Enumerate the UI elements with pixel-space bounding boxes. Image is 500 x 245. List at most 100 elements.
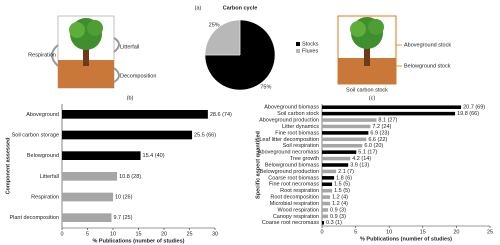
- value-label: 25.5 (66): [194, 132, 216, 138]
- value-label: 6.0 (20): [364, 143, 383, 149]
- category-label: Belowground biomass: [265, 162, 319, 168]
- x-axis-title: % Publications (number of studies): [93, 238, 185, 244]
- bar: [322, 221, 325, 225]
- slice-label: 25%: [209, 23, 220, 29]
- value-label: 1.5 (5): [334, 182, 350, 188]
- category-label: Root decomposition: [270, 195, 319, 201]
- category-label: Wood respiration: [278, 207, 319, 213]
- pie-slice: [204, 19, 276, 91]
- value-label: 1.5 (5): [334, 188, 350, 194]
- diagram-label: Soil carbon stock: [346, 87, 388, 93]
- trunk: [364, 42, 370, 66]
- category-label: Respiration: [31, 194, 59, 200]
- bar: [62, 109, 208, 119]
- value-label: 1.2 (4): [332, 201, 348, 207]
- category-label: Fine root necromass: [269, 182, 319, 188]
- x-tick-label: 10: [110, 231, 116, 237]
- bar: [322, 208, 329, 212]
- value-label: 6.6 (22): [368, 137, 387, 143]
- canopy: [69, 22, 85, 38]
- x-tick-label: 15: [420, 229, 426, 235]
- value-label: 28.6 (74): [210, 112, 232, 118]
- x-tick-label: 20: [161, 231, 167, 237]
- bar: [322, 143, 363, 148]
- bar: [322, 156, 351, 161]
- category-label: Belowground production: [260, 169, 319, 175]
- category-label: Soil carbon storage: [12, 132, 59, 138]
- category-label: Litterfall: [40, 174, 59, 180]
- value-label: 2.1 (7): [338, 169, 354, 175]
- category-label: Coarse root necromass: [262, 220, 319, 226]
- legend-label: Stocks: [302, 41, 319, 47]
- diagram-label: Respiration: [28, 52, 56, 58]
- category-label: Soil carbon stock: [277, 111, 319, 117]
- x-tick-label: 10: [386, 229, 392, 235]
- category-label: Aboveground: [26, 112, 59, 118]
- bar: [322, 176, 335, 180]
- category-label: Plant decomposition: [9, 215, 59, 221]
- value-label: 19.8 (66): [457, 111, 479, 117]
- value-label: 8.1 (27): [378, 118, 397, 124]
- category-label: Leaf litter decomposition: [259, 137, 319, 143]
- bar: [322, 188, 333, 193]
- panel-label: (b): [127, 95, 134, 101]
- category-label: Root respiration: [280, 188, 319, 194]
- x-tick-label: 0: [60, 231, 63, 237]
- arrow: [113, 67, 120, 83]
- bar: [322, 118, 377, 122]
- bar: [322, 137, 367, 142]
- category-label: Microbial respiration: [270, 201, 319, 207]
- category-label: Aboveground necromass: [258, 150, 319, 156]
- value-label: 1.2 (4): [332, 195, 348, 201]
- diagram-label: Aboveground stock: [404, 42, 451, 48]
- arrow: [113, 37, 120, 53]
- bar: [322, 131, 369, 135]
- pie-slice: [204, 19, 241, 56]
- bar: [322, 111, 456, 116]
- bar: [62, 130, 193, 140]
- canopy: [368, 19, 384, 35]
- value-label: 6.9 (23): [370, 130, 389, 136]
- value-label: 15.4 (40): [143, 153, 165, 159]
- value-label: 0.9 (3): [330, 207, 346, 213]
- bar: [322, 150, 357, 154]
- x-tick-label: 30: [212, 231, 218, 237]
- diagram-label: Belowground stock: [404, 63, 451, 69]
- x-tick-label: 15: [135, 231, 141, 237]
- category-label: Coarse root biomass: [268, 175, 319, 181]
- value-label: 0.3 (1): [326, 220, 342, 226]
- bar: [62, 171, 118, 181]
- category-label: Tree growth: [290, 156, 319, 162]
- slice-label: 75%: [260, 84, 271, 90]
- diagram-label: Litterfall: [120, 44, 139, 50]
- y-axis-title: Component assessed: [5, 138, 11, 195]
- bar: [62, 213, 112, 223]
- stock-diagram: [337, 15, 402, 85]
- panel-label: (a): [195, 5, 202, 11]
- chart-title: Carbon cycle: [223, 5, 258, 11]
- category-label: Litter dynamics: [282, 124, 319, 130]
- value-label: 20.7 (69): [463, 105, 485, 111]
- x-tick-label: 25: [186, 231, 192, 237]
- category-label: Canopy respiration: [273, 214, 319, 220]
- panel-label: (c): [369, 95, 376, 101]
- value-label: 0.9 (3): [330, 214, 346, 220]
- x-tick-label: 5: [354, 229, 357, 235]
- category-label: Fine root biomass: [275, 130, 319, 136]
- bar: [322, 201, 331, 206]
- canopy: [350, 21, 366, 37]
- bar: [322, 182, 333, 187]
- category-label: Soil respiration: [283, 143, 319, 149]
- x-tick-label: 25: [487, 229, 493, 235]
- legend-swatch: [296, 42, 300, 46]
- legend-swatch: [296, 49, 300, 53]
- y-axis-title: Specific aspect quantified: [255, 131, 261, 199]
- category-label: Belowground: [27, 153, 59, 159]
- trunk: [83, 44, 89, 66]
- value-label: 5.1 (17): [358, 150, 377, 156]
- value-label: 10.8 (28): [119, 174, 141, 180]
- bar: [322, 195, 331, 199]
- category-label: Aboveground biomass: [264, 105, 319, 111]
